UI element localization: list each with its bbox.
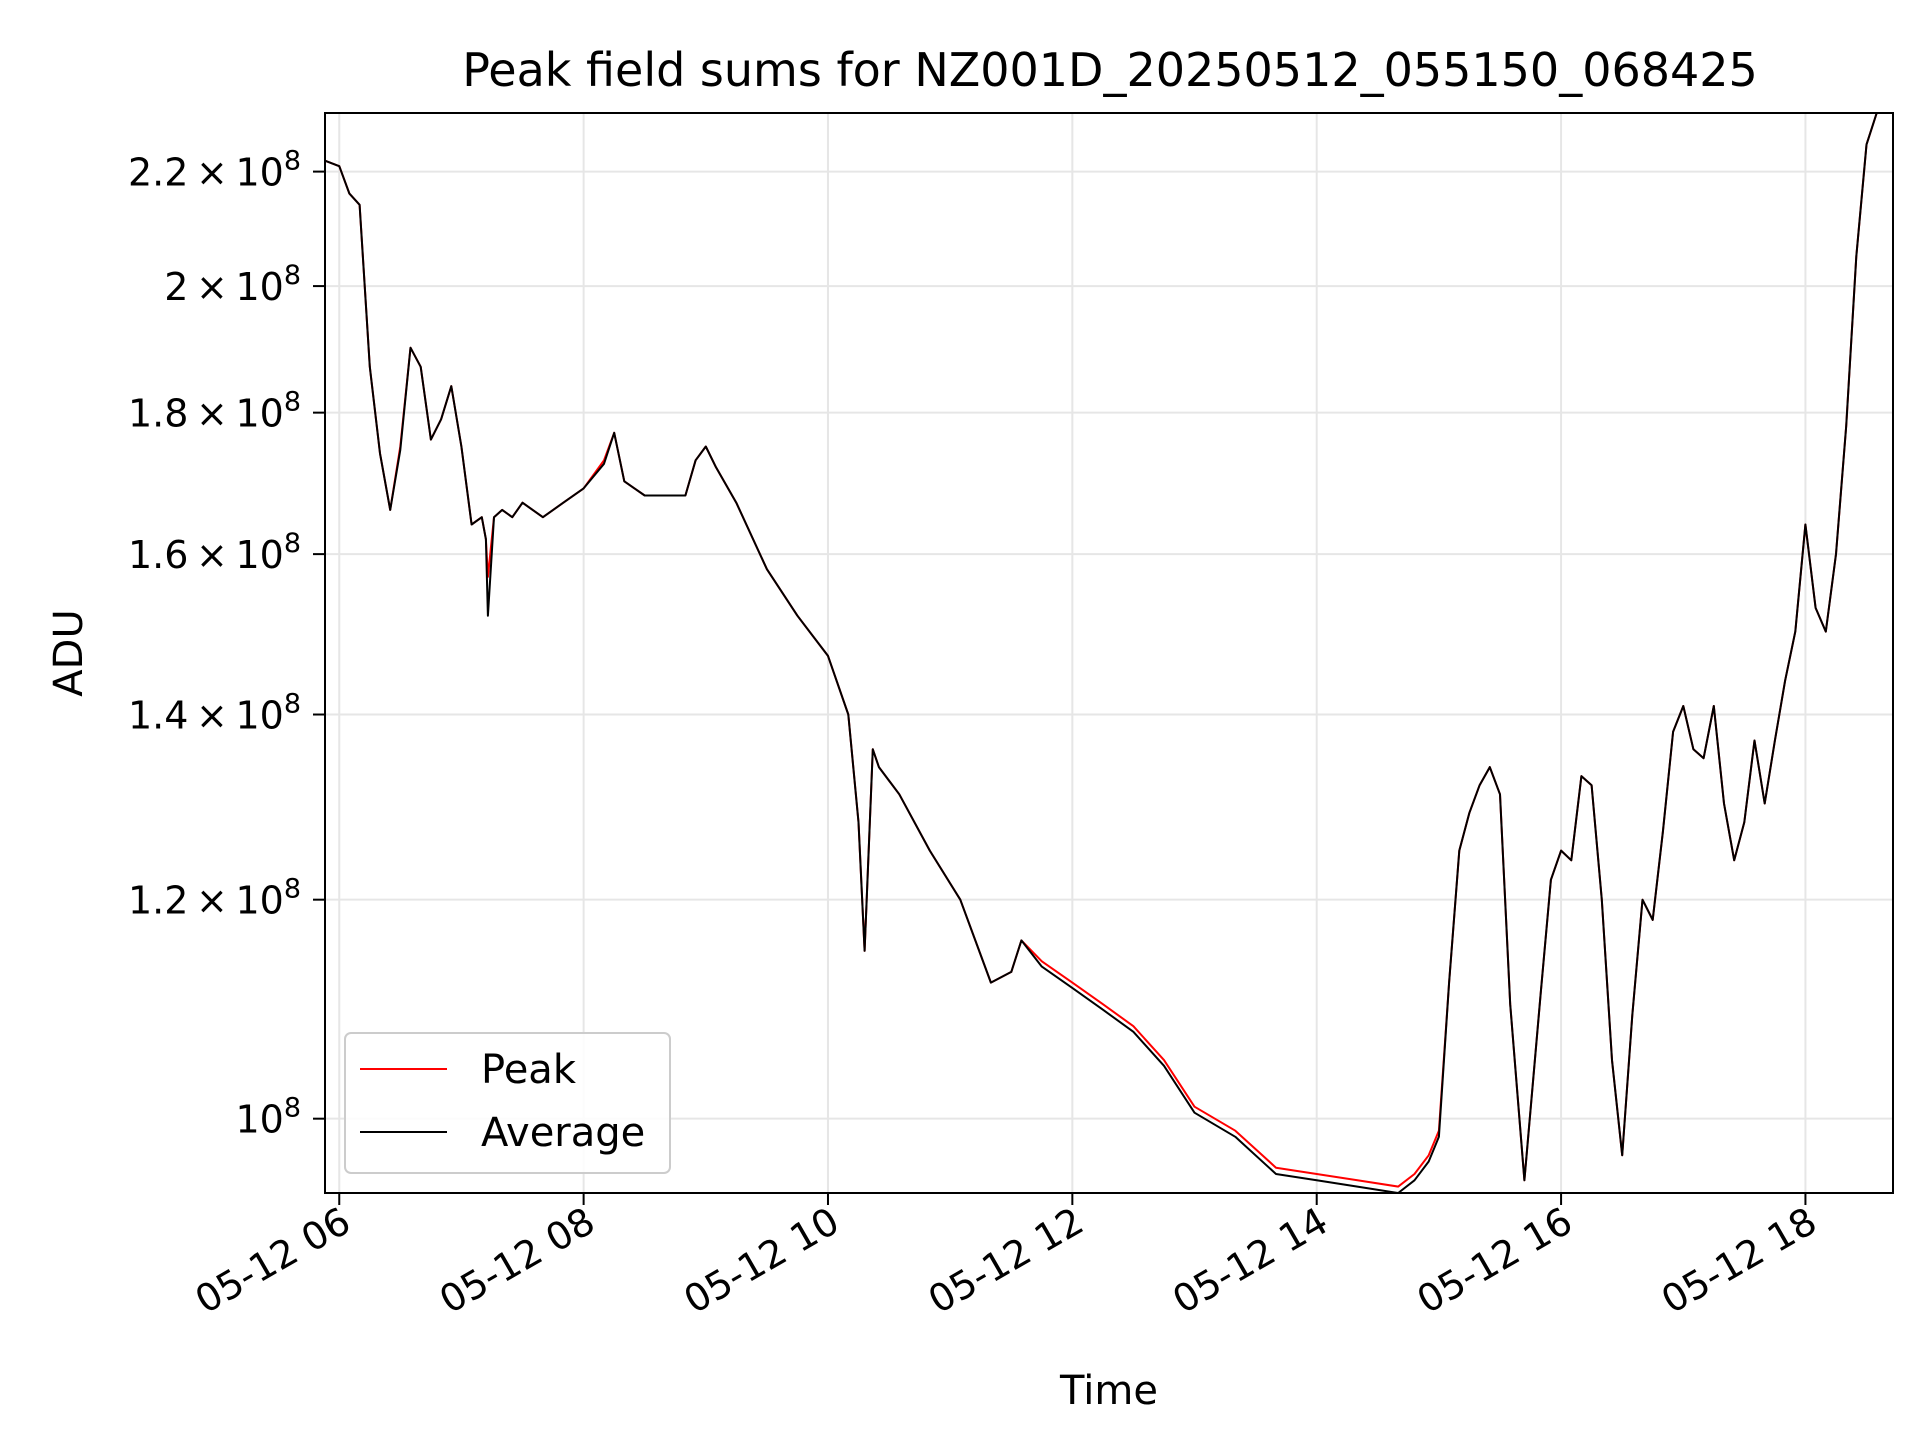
plot-area-frame — [324, 112, 1894, 1194]
y-tick-label: 1.4 × 108 — [128, 689, 301, 738]
grid-lines — [325, 113, 1893, 1193]
chart-title: Peak field sums for NZ001D_20250512_0551… — [462, 43, 1758, 97]
x-axis-label: Time — [1059, 1368, 1158, 1414]
series-line-average — [324, 112, 1893, 1194]
y-tick-label: 1.8 × 108 — [128, 387, 301, 436]
y-tick-label: 108 — [235, 1093, 301, 1142]
y-tick-label: 1.6 × 108 — [128, 528, 301, 577]
y-tick-label: 2 × 108 — [164, 260, 301, 309]
y-axis-ticks: 108 1.2 × 108 1.4 × 108 1.6 × 108 1.8 × 108 2… — [128, 146, 325, 1142]
series-lines — [324, 112, 1893, 1194]
y-axis-label: ADU — [46, 609, 92, 696]
legend-label-peak: Peak — [481, 1047, 577, 1093]
legend: Peak Average — [344, 1032, 671, 1174]
y-tick-label: 1.2 × 108 — [128, 874, 301, 923]
legend-label-average: Average — [481, 1110, 645, 1156]
y-tick-label: 2.2 × 108 — [128, 146, 301, 195]
